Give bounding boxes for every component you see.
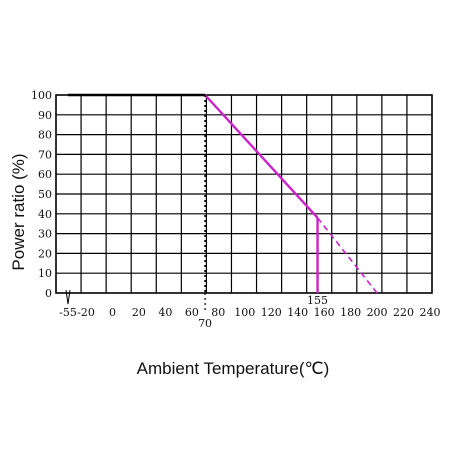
x-tick-label: 180 bbox=[340, 306, 361, 319]
series-line-dashed bbox=[316, 217, 378, 294]
x-tick-label: 120 bbox=[261, 306, 282, 319]
x-tick-labels: -55 -20 0 20 40 60 80 100 120 140 160 180 200 220 240 bbox=[59, 289, 441, 319]
grid bbox=[55, 94, 433, 294]
series-line-solid bbox=[204, 94, 319, 219]
x-tick-label: 100 bbox=[234, 306, 255, 319]
x-tick-label: -20 bbox=[77, 306, 95, 319]
series-lines bbox=[68, 93, 378, 312]
y-tick-label: 40 bbox=[38, 208, 52, 221]
x-axis-title: Ambient Temperature(℃) bbox=[137, 359, 330, 378]
x-tick-label: 80 bbox=[211, 306, 225, 319]
y-tick-label: 80 bbox=[38, 129, 52, 142]
x-tick-label: 40 bbox=[158, 306, 172, 319]
x-tick-label: 60 bbox=[185, 306, 199, 319]
annotation-label: 155 bbox=[307, 294, 328, 307]
annotation-label: 70 bbox=[198, 317, 212, 330]
y-tick-label: 70 bbox=[38, 148, 52, 161]
y-tick-label: 0 bbox=[45, 287, 52, 300]
y-tick-label: 50 bbox=[38, 188, 52, 201]
y-tick-label: 10 bbox=[38, 267, 52, 280]
x-tick-label: 140 bbox=[287, 306, 308, 319]
x-tick-label: -55 bbox=[59, 306, 77, 319]
axis-break-mark bbox=[65, 289, 71, 305]
y-tick-label: 60 bbox=[38, 168, 52, 181]
y-tick-label: 100 bbox=[31, 89, 52, 102]
x-tick-label: 20 bbox=[132, 306, 146, 319]
x-tick-label: 240 bbox=[420, 306, 441, 319]
y-axis-title: Power ratio (%) bbox=[9, 153, 28, 270]
x-tick-label: 0 bbox=[109, 306, 116, 319]
x-tick-label: 220 bbox=[393, 306, 414, 319]
y-tick-label: 90 bbox=[38, 109, 52, 122]
x-tick-label: 200 bbox=[367, 306, 388, 319]
y-tick-label: 20 bbox=[38, 247, 52, 260]
x-tick-label: 160 bbox=[314, 306, 335, 319]
y-tick-label: 30 bbox=[38, 228, 52, 241]
annotations: 70 155 bbox=[198, 294, 328, 330]
